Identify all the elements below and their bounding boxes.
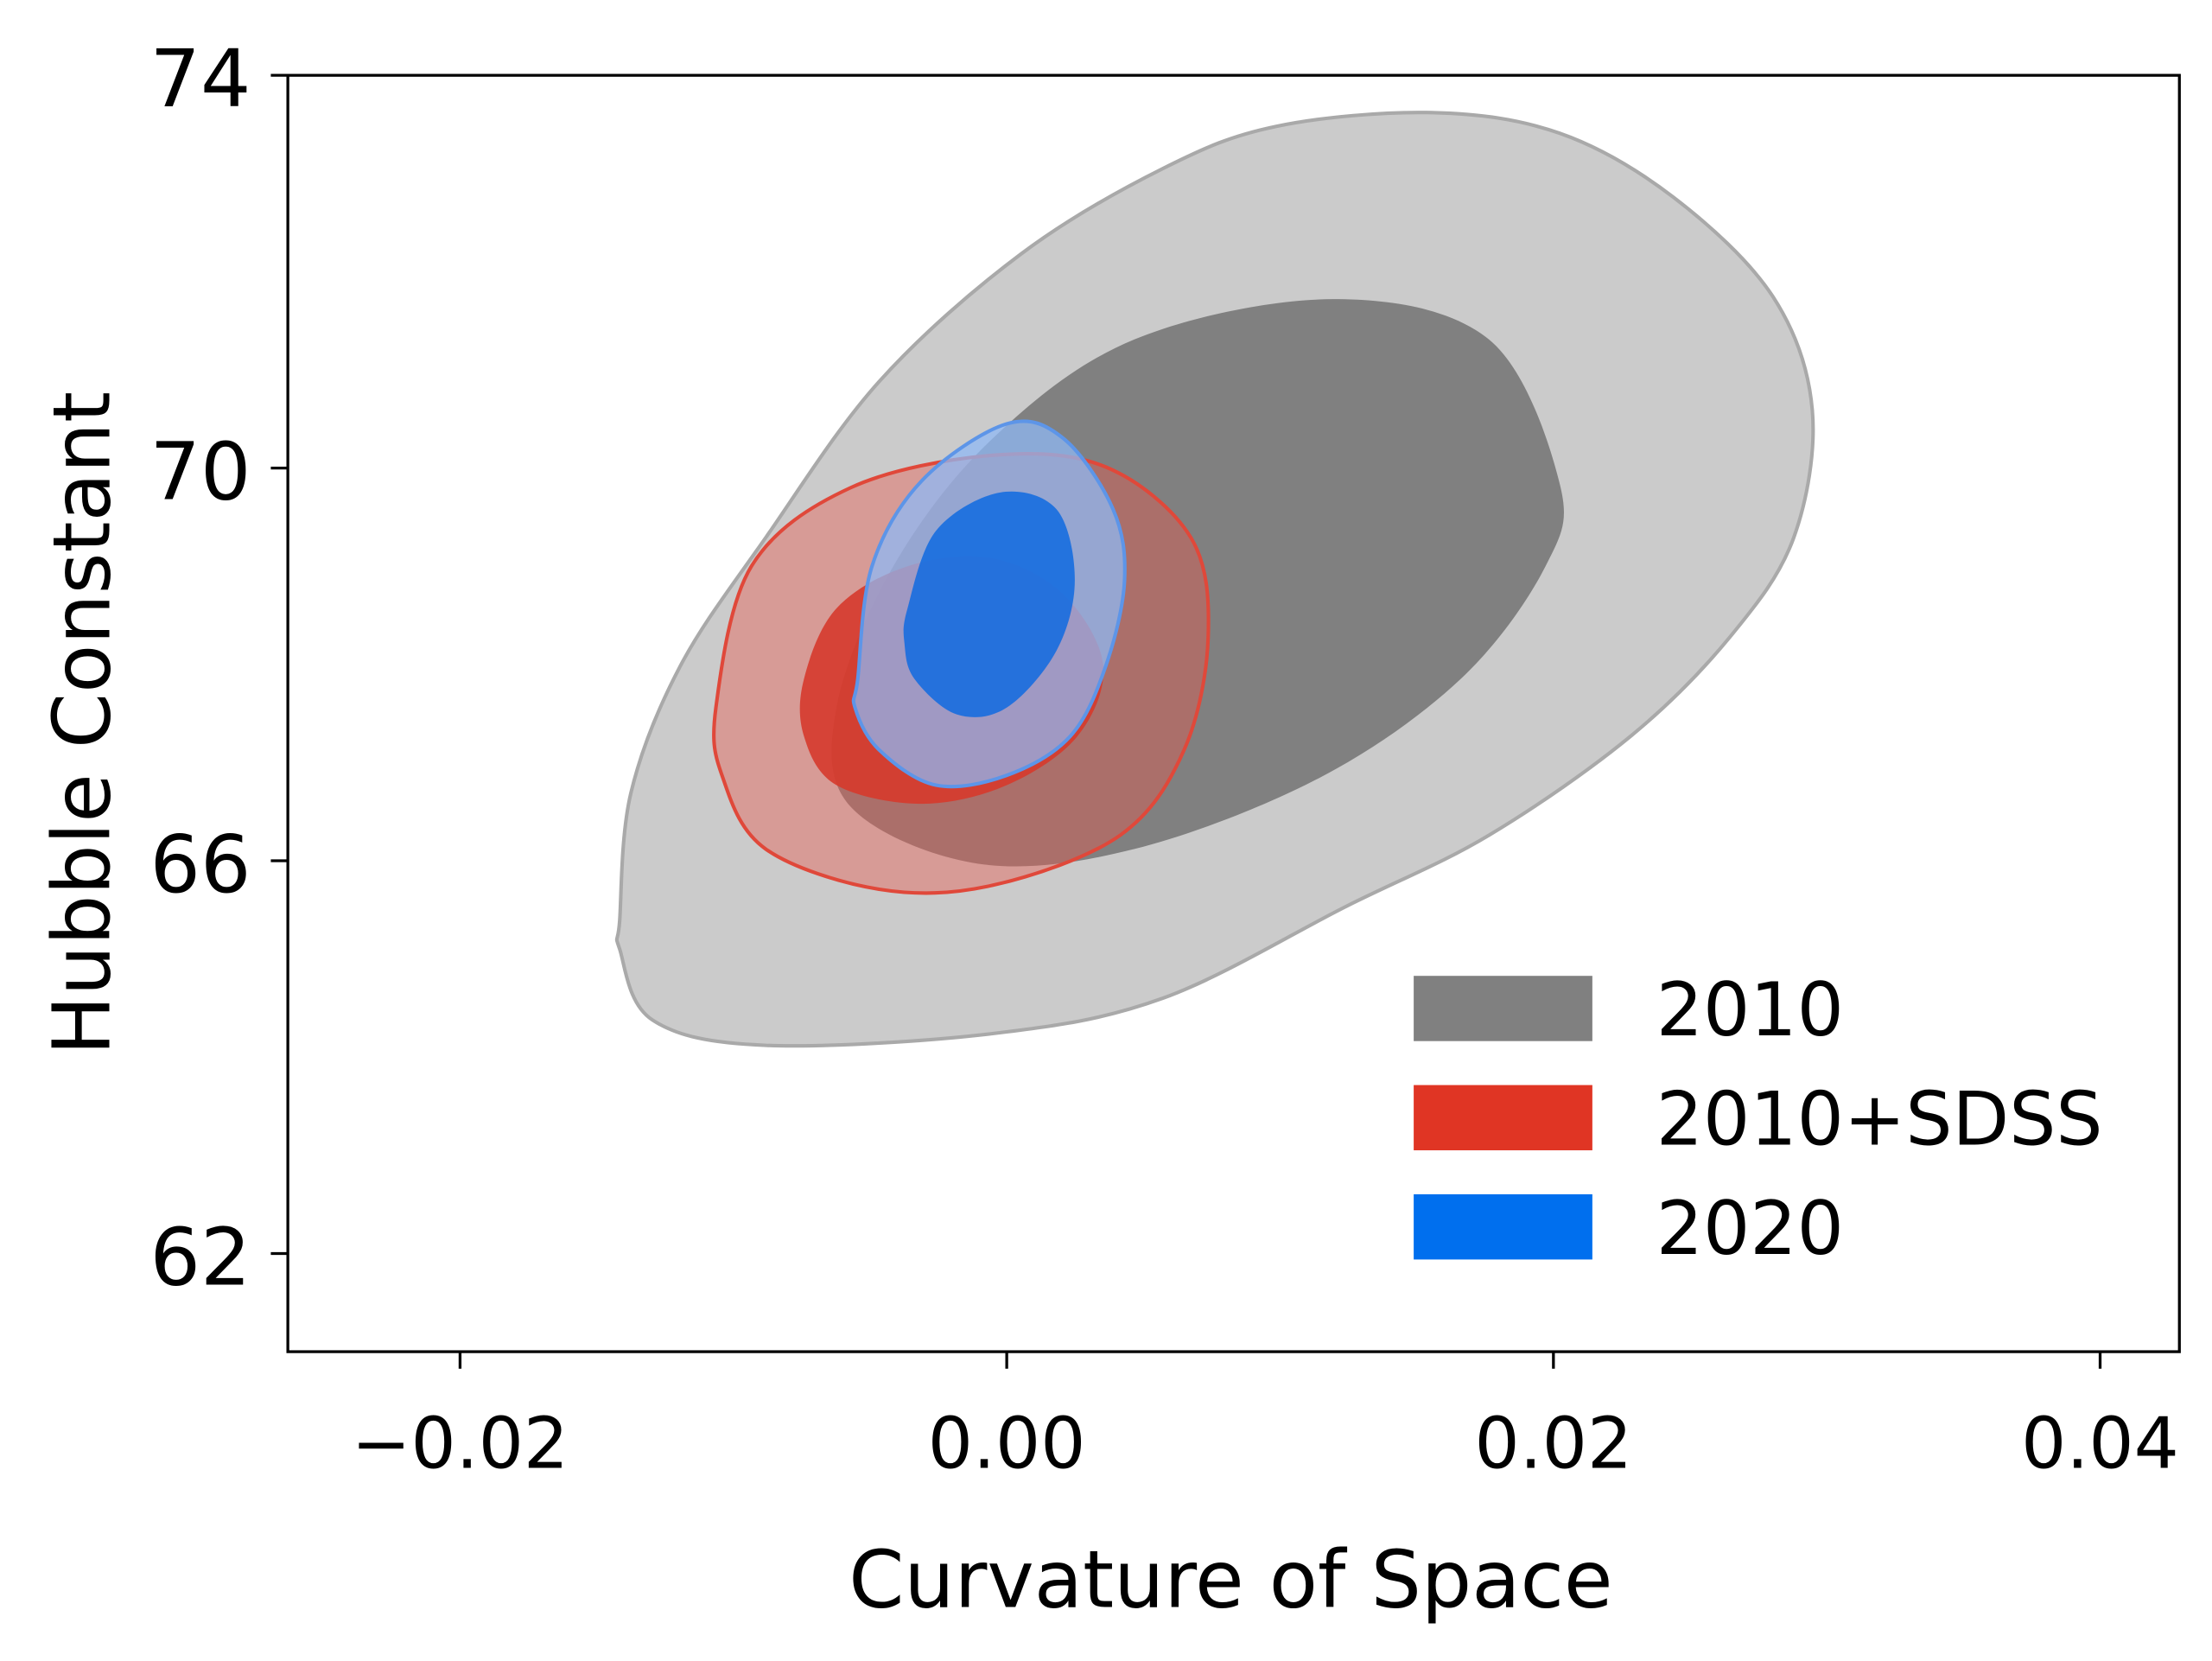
legend-label: 2020 [1656, 1187, 1844, 1272]
x-tick-label: −0.02 [352, 1403, 569, 1486]
legend-swatch [1414, 1193, 1592, 1260]
x-tick-label: 0.04 [2021, 1403, 2179, 1486]
x-tick-label: 0.02 [1474, 1403, 1632, 1486]
y-tick-label: 70 [150, 426, 251, 519]
legend-label: 2010 [1656, 968, 1844, 1053]
legend: 2010 2010+SDSS 2020 [1414, 968, 2103, 1272]
legend-swatch [1414, 1085, 1592, 1151]
x-axis-label: Curvature of Space [849, 1533, 1612, 1626]
legend-label: 2010+SDSS [1656, 1077, 2103, 1162]
y-tick-label: 62 [150, 1212, 251, 1304]
y-tick-label: 74 [150, 33, 251, 125]
y-axis-label: Hubble Constant [35, 391, 128, 1055]
contour-layer [614, 111, 1815, 1048]
contour-2020-inner [903, 491, 1075, 717]
legend-swatch [1414, 976, 1592, 1041]
x-tick-label: 0.00 [928, 1403, 1086, 1486]
x-axis: −0.02 0.00 0.02 0.04 [352, 1352, 2179, 1486]
axes-frame [286, 73, 2181, 1353]
y-tick-label: 66 [150, 818, 251, 911]
y-axis: 62 66 70 74 [150, 33, 289, 1304]
